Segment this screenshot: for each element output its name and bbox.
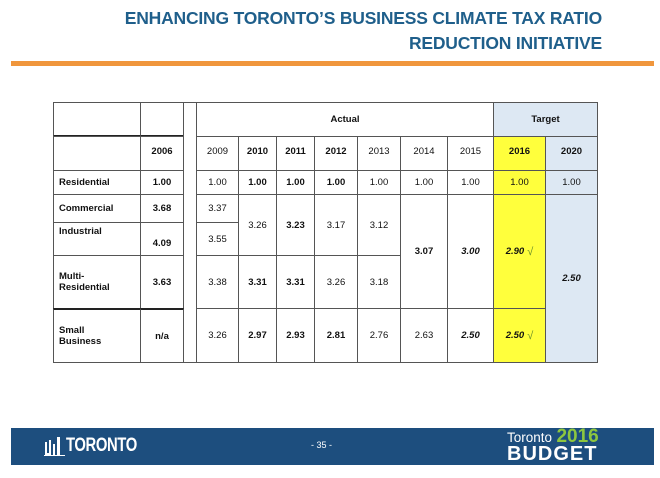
comm-ind-2011: 3.23 bbox=[276, 194, 315, 256]
row-label-industrial: Industrial bbox=[53, 222, 141, 256]
residential-2020: 1.00 bbox=[545, 170, 598, 195]
slide-title-line-2: REDUCTION INITIATIVE bbox=[408, 33, 602, 53]
row-label-small-business: Small Business bbox=[53, 308, 141, 363]
small-business-2014: 2.63 bbox=[400, 308, 448, 363]
year-header-2012: 2012 bbox=[314, 136, 358, 171]
target-group-header: Target bbox=[493, 102, 598, 137]
comm-ind-2013: 3.12 bbox=[357, 194, 401, 256]
small-business-2015: 2.50 bbox=[447, 308, 494, 363]
check-mark-icon: √ bbox=[527, 245, 534, 258]
header-empty-2006-cell bbox=[140, 102, 184, 137]
small-business-2009: 3.26 bbox=[196, 308, 239, 363]
toronto-logo-text: TORONTO bbox=[66, 435, 137, 456]
slide-title: ENHANCING TORONTO’S BUSINESS CLIMATE TAX… bbox=[125, 6, 602, 56]
city-hall-icon bbox=[44, 437, 65, 456]
row-label-small-business-text: Small Business bbox=[59, 325, 102, 347]
budget-2016-logo: Toronto 2016 BUDGET bbox=[507, 427, 599, 465]
row-label-residential: Residential bbox=[53, 170, 141, 195]
year-header-2014: 2014 bbox=[400, 136, 448, 171]
budget-logo-city: Toronto bbox=[507, 430, 553, 445]
commercial-2009: 3.37 bbox=[196, 194, 239, 223]
budget-logo-year: 2016 bbox=[556, 426, 599, 447]
comm-ind-2010: 3.26 bbox=[238, 194, 277, 256]
non-res-2016-value: 2.90 bbox=[505, 246, 525, 257]
small-business-2016-value: 2.50 bbox=[505, 330, 525, 341]
non-res-2015: 3.00 bbox=[447, 194, 494, 309]
year-header-2013: 2013 bbox=[357, 136, 401, 171]
year-header-2010: 2010 bbox=[238, 136, 277, 171]
commercial-2006: 3.68 bbox=[140, 194, 184, 223]
small-business-2012: 2.81 bbox=[314, 308, 358, 363]
small-business-2016: 2.50 √ bbox=[493, 308, 546, 363]
year-header-2011: 2011 bbox=[276, 136, 315, 171]
multi-residential-2010: 3.31 bbox=[238, 255, 277, 309]
row-label-multi-residential-text: Multi-Residential bbox=[59, 271, 110, 293]
multi-residential-2009: 3.38 bbox=[196, 255, 239, 309]
residential-2016: 1.00 bbox=[493, 170, 546, 195]
target-2020-merged: 2.50 bbox=[545, 194, 598, 363]
actual-group-header: Actual bbox=[196, 102, 494, 137]
comm-ind-2012: 3.17 bbox=[314, 194, 358, 256]
small-business-2011: 2.93 bbox=[276, 308, 315, 363]
residential-2014: 1.00 bbox=[400, 170, 448, 195]
multi-residential-2013: 3.18 bbox=[357, 255, 401, 309]
year-header-2006: 2006 bbox=[140, 136, 184, 171]
small-business-2006: n/a bbox=[140, 308, 184, 363]
residential-2011: 1.00 bbox=[276, 170, 315, 195]
residential-2012: 1.00 bbox=[314, 170, 358, 195]
year-header-2015: 2015 bbox=[447, 136, 494, 171]
industrial-2009: 3.55 bbox=[196, 222, 239, 256]
header-empty-label-cell bbox=[53, 102, 141, 137]
residential-2010: 1.00 bbox=[238, 170, 277, 195]
non-res-2014: 3.07 bbox=[400, 194, 448, 309]
page-number: - 35 - bbox=[311, 440, 333, 450]
small-business-2013: 2.76 bbox=[357, 308, 401, 363]
orange-divider bbox=[11, 61, 654, 66]
year-header-2009: 2009 bbox=[196, 136, 239, 171]
multi-residential-2011: 3.31 bbox=[276, 255, 315, 309]
multi-residential-2006: 3.63 bbox=[140, 255, 184, 309]
industrial-2006: 4.09 bbox=[140, 222, 184, 256]
row-label-commercial: Commercial bbox=[53, 194, 141, 223]
year-header-2016: 2016 bbox=[493, 136, 546, 171]
slide-title-line-1: ENHANCING TORONTO’S BUSINESS CLIMATE TAX… bbox=[124, 8, 602, 28]
year-header-2020: 2020 bbox=[545, 136, 598, 171]
row-label-multi-residential: Multi-Residential bbox=[53, 255, 141, 309]
budget-logo-word: BUDGET bbox=[507, 443, 598, 465]
residential-2013: 1.00 bbox=[357, 170, 401, 195]
residential-2009: 1.00 bbox=[196, 170, 239, 195]
non-res-2016: 2.90 √ bbox=[493, 194, 546, 309]
year-header-label-cell bbox=[53, 136, 141, 171]
multi-residential-2012: 3.26 bbox=[314, 255, 358, 309]
table-gap-column bbox=[183, 102, 197, 363]
residential-2015: 1.00 bbox=[447, 170, 494, 195]
residential-2006: 1.00 bbox=[140, 170, 184, 195]
footer-bar: TORONTO - 35 - Toronto 2016 BUDGET bbox=[11, 427, 654, 465]
toronto-logo: TORONTO bbox=[44, 436, 157, 456]
check-mark-icon: √ bbox=[527, 329, 534, 342]
small-business-2010: 2.97 bbox=[238, 308, 277, 363]
